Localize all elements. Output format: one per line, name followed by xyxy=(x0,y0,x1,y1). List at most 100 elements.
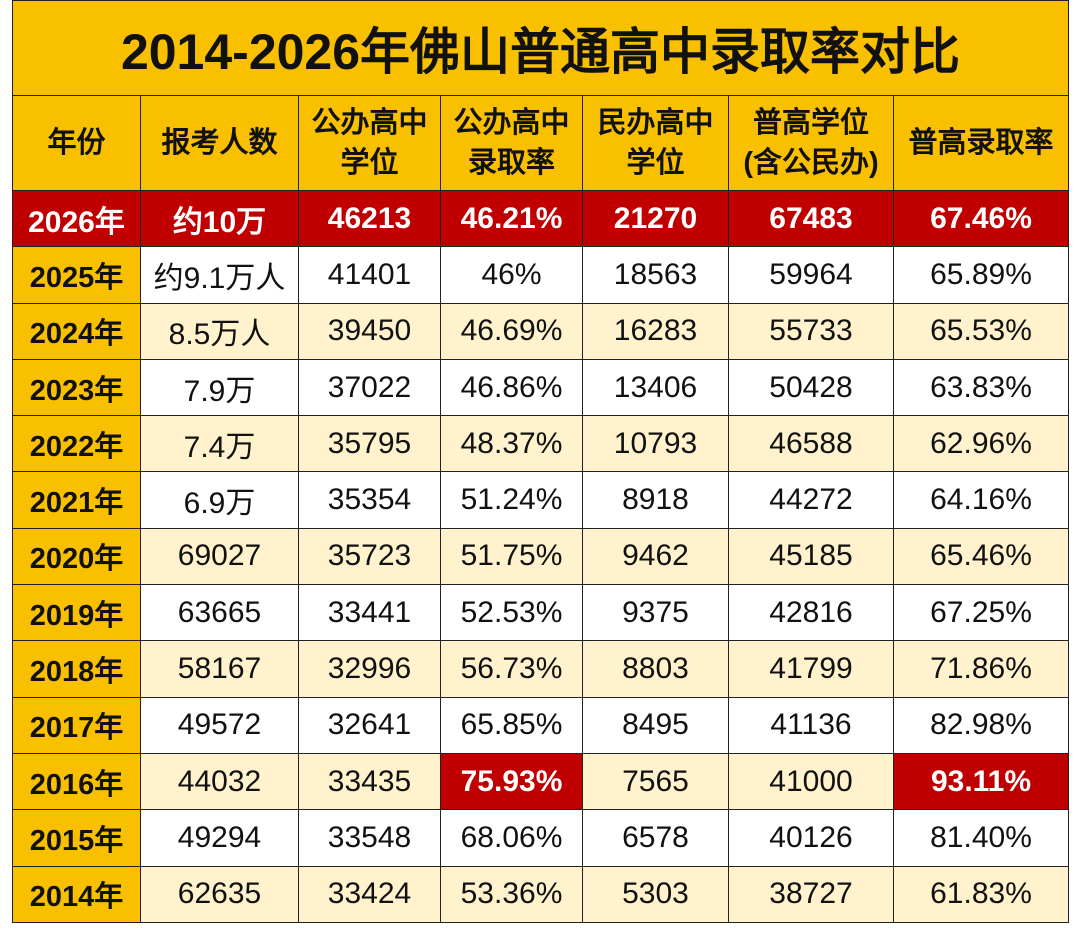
table-cell: 7565 xyxy=(583,753,729,811)
table-cell: 40126 xyxy=(729,810,894,867)
table-cell: 32641 xyxy=(299,697,441,754)
table-cell: 65.89% xyxy=(894,247,1069,304)
table-cell: 9375 xyxy=(583,585,729,642)
row-header: 2026年 xyxy=(13,191,141,248)
table-cell: 7.9万 xyxy=(141,359,299,417)
table-cell: 46.69% xyxy=(441,303,583,360)
table-cell: 67.46% xyxy=(894,191,1069,248)
row-header: 2020年 xyxy=(13,528,141,586)
table-cell: 93.11% xyxy=(894,753,1069,811)
table-cell: 62635 xyxy=(141,866,299,923)
table-cell: 69027 xyxy=(141,528,299,586)
table-cell: 41136 xyxy=(729,697,894,754)
row-header: 2018年 xyxy=(13,641,141,698)
table-cell: 9462 xyxy=(583,528,729,586)
table-cell: 67.25% xyxy=(894,585,1069,642)
table-cell: 13406 xyxy=(583,359,729,417)
table-cell: 67483 xyxy=(729,191,894,248)
table-cell: 75.93% xyxy=(441,753,583,811)
table-cell: 59964 xyxy=(729,247,894,304)
row-header: 2023年 xyxy=(13,359,141,417)
column-header: 公办高中 学位 xyxy=(299,96,441,191)
table-cell: 65.46% xyxy=(894,528,1069,586)
row-header: 2017年 xyxy=(13,697,141,754)
table-cell: 33548 xyxy=(299,810,441,867)
table-cell: 82.98% xyxy=(894,697,1069,754)
table-cell: 10793 xyxy=(583,416,729,473)
table-cell: 51.24% xyxy=(441,472,583,529)
table-cell: 58167 xyxy=(141,641,299,698)
table-cell: 35354 xyxy=(299,472,441,529)
table-cell: 33435 xyxy=(299,753,441,811)
table-cell: 46.86% xyxy=(441,359,583,417)
table-cell: 81.40% xyxy=(894,810,1069,867)
table-cell: 44032 xyxy=(141,753,299,811)
table-cell: 46% xyxy=(441,247,583,304)
table-cell: 7.4万 xyxy=(141,416,299,473)
table-cell: 68.06% xyxy=(441,810,583,867)
table-cell: 6578 xyxy=(583,810,729,867)
table-cell: 64.16% xyxy=(894,472,1069,529)
row-header: 2024年 xyxy=(13,303,141,360)
column-header: 年份 xyxy=(13,96,141,191)
row-header: 2021年 xyxy=(13,472,141,529)
table-cell: 约9.1万人 xyxy=(141,247,299,304)
table-cell: 6.9万 xyxy=(141,472,299,529)
row-header: 2022年 xyxy=(13,416,141,473)
column-header: 报考人数 xyxy=(141,96,299,191)
column-header: 民办高中 学位 xyxy=(583,96,729,191)
row-header: 2016年 xyxy=(13,753,141,811)
table-cell: 16283 xyxy=(583,303,729,360)
table-cell: 41000 xyxy=(729,753,894,811)
column-header: 公办高中 录取率 xyxy=(441,96,583,191)
table-cell: 53.36% xyxy=(441,866,583,923)
table-cell: 38727 xyxy=(729,866,894,923)
row-header: 2015年 xyxy=(13,810,141,867)
table-cell: 50428 xyxy=(729,359,894,417)
table-cell: 71.86% xyxy=(894,641,1069,698)
table-cell: 约10万 xyxy=(141,191,299,248)
table-cell: 5303 xyxy=(583,866,729,923)
column-header: 普高学位 (含公民办) xyxy=(729,96,894,191)
table-cell: 48.37% xyxy=(441,416,583,473)
row-header: 2014年 xyxy=(13,866,141,923)
table-cell: 44272 xyxy=(729,472,894,529)
table-cell: 8.5万人 xyxy=(141,303,299,360)
table-cell: 63.83% xyxy=(894,359,1069,417)
table-cell: 18563 xyxy=(583,247,729,304)
table-cell: 33424 xyxy=(299,866,441,923)
table-cell: 61.83% xyxy=(894,866,1069,923)
table-cell: 37022 xyxy=(299,359,441,417)
table-cell: 46588 xyxy=(729,416,894,473)
table-cell: 8495 xyxy=(583,697,729,754)
table-cell: 46.21% xyxy=(441,191,583,248)
table-cell: 42816 xyxy=(729,585,894,642)
table-cell: 35795 xyxy=(299,416,441,473)
table-cell: 56.73% xyxy=(441,641,583,698)
table-cell: 62.96% xyxy=(894,416,1069,473)
table-cell: 45185 xyxy=(729,528,894,586)
table-cell: 21270 xyxy=(583,191,729,248)
table-cell: 8918 xyxy=(583,472,729,529)
table-title: 2014-2026年佛山普通高中录取率对比 xyxy=(13,1,1069,96)
table-cell: 39450 xyxy=(299,303,441,360)
table-cell: 41799 xyxy=(729,641,894,698)
table-cell: 41401 xyxy=(299,247,441,304)
table-cell: 49572 xyxy=(141,697,299,754)
table-cell: 51.75% xyxy=(441,528,583,586)
table-cell: 32996 xyxy=(299,641,441,698)
row-header: 2025年 xyxy=(13,247,141,304)
table-cell: 49294 xyxy=(141,810,299,867)
table-cell: 35723 xyxy=(299,528,441,586)
table-cell: 8803 xyxy=(583,641,729,698)
table-cell: 65.85% xyxy=(441,697,583,754)
column-header: 普高录取率 xyxy=(894,96,1069,191)
table-cell: 55733 xyxy=(729,303,894,360)
table-cell: 63665 xyxy=(141,585,299,642)
row-header: 2019年 xyxy=(13,585,141,642)
table-cell: 52.53% xyxy=(441,585,583,642)
table: 2014-2026年佛山普通高中录取率对比 年份 报考人数 公办高中 学位 公办高中 … xyxy=(12,0,1069,923)
table-cell: 46213 xyxy=(299,191,441,248)
table-cell: 33441 xyxy=(299,585,441,642)
